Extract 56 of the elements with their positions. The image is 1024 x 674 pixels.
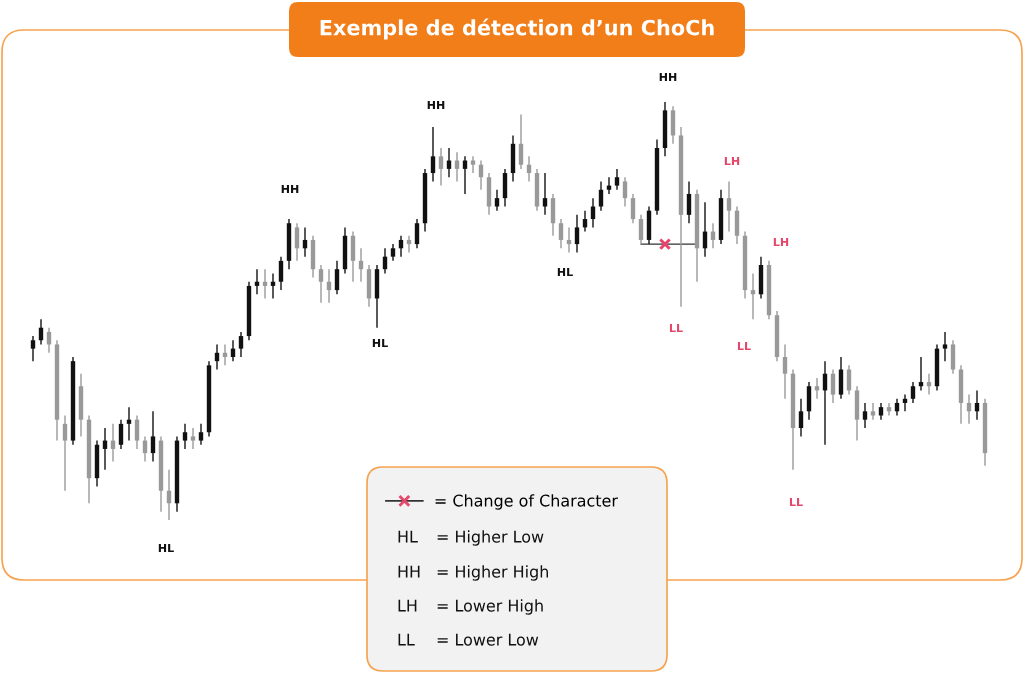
candlestick [638,214,644,245]
annotation: HL [557,267,573,277]
candlestick [414,218,420,249]
candlestick [198,423,204,446]
candlestick [542,172,548,216]
candlestick [318,264,324,304]
chart-title: Exemple de détection d’un ChoCh [320,18,714,40]
candlestick [574,214,580,254]
candlestick [614,168,620,191]
annotation: HH [281,184,299,194]
text: LH [398,599,417,612]
candlestick [942,331,948,362]
candlestick [494,189,500,212]
candlestick [782,343,788,400]
annotation: LH [773,237,789,247]
text: HH [659,72,677,82]
text: = Lower High [437,599,543,615]
candlestick [830,368,836,404]
candlestick [62,414,68,492]
candlestick [278,255,284,291]
candlestick [238,331,244,358]
candlestick [686,180,692,224]
annotation: HH [427,100,445,110]
candlestick [190,427,196,450]
annotation: LL [669,323,683,333]
text: HH [398,565,420,578]
candlestick [430,126,436,183]
text: = Higher Low [437,530,544,546]
candlestick [294,222,300,262]
candlestick [726,180,732,233]
text: = Lower Low [437,633,539,646]
candlestick [798,398,804,438]
candlestick [862,402,868,429]
annotation: LH [724,156,740,166]
annotation: HL [372,338,388,348]
candlestick [134,414,140,450]
candlestick [622,176,628,208]
candlestick [334,260,340,295]
candlestick [30,335,36,362]
candlestick [558,218,564,249]
candlestick [518,113,524,170]
legend-label: = Change of Character [435,494,618,510]
text: HL [158,543,174,553]
candlestick [630,193,636,224]
annotation: LL [737,341,751,351]
candlestick [910,381,916,404]
candlestick [182,423,188,450]
candlestick [598,180,604,212]
candlestick [870,402,876,421]
annotation: LL [789,497,803,507]
candlestick [118,418,124,450]
text: = Higher High [437,565,548,581]
candlestick [438,147,444,187]
text: HL [398,530,418,543]
text: LL [398,633,415,646]
candlestick [150,410,156,463]
